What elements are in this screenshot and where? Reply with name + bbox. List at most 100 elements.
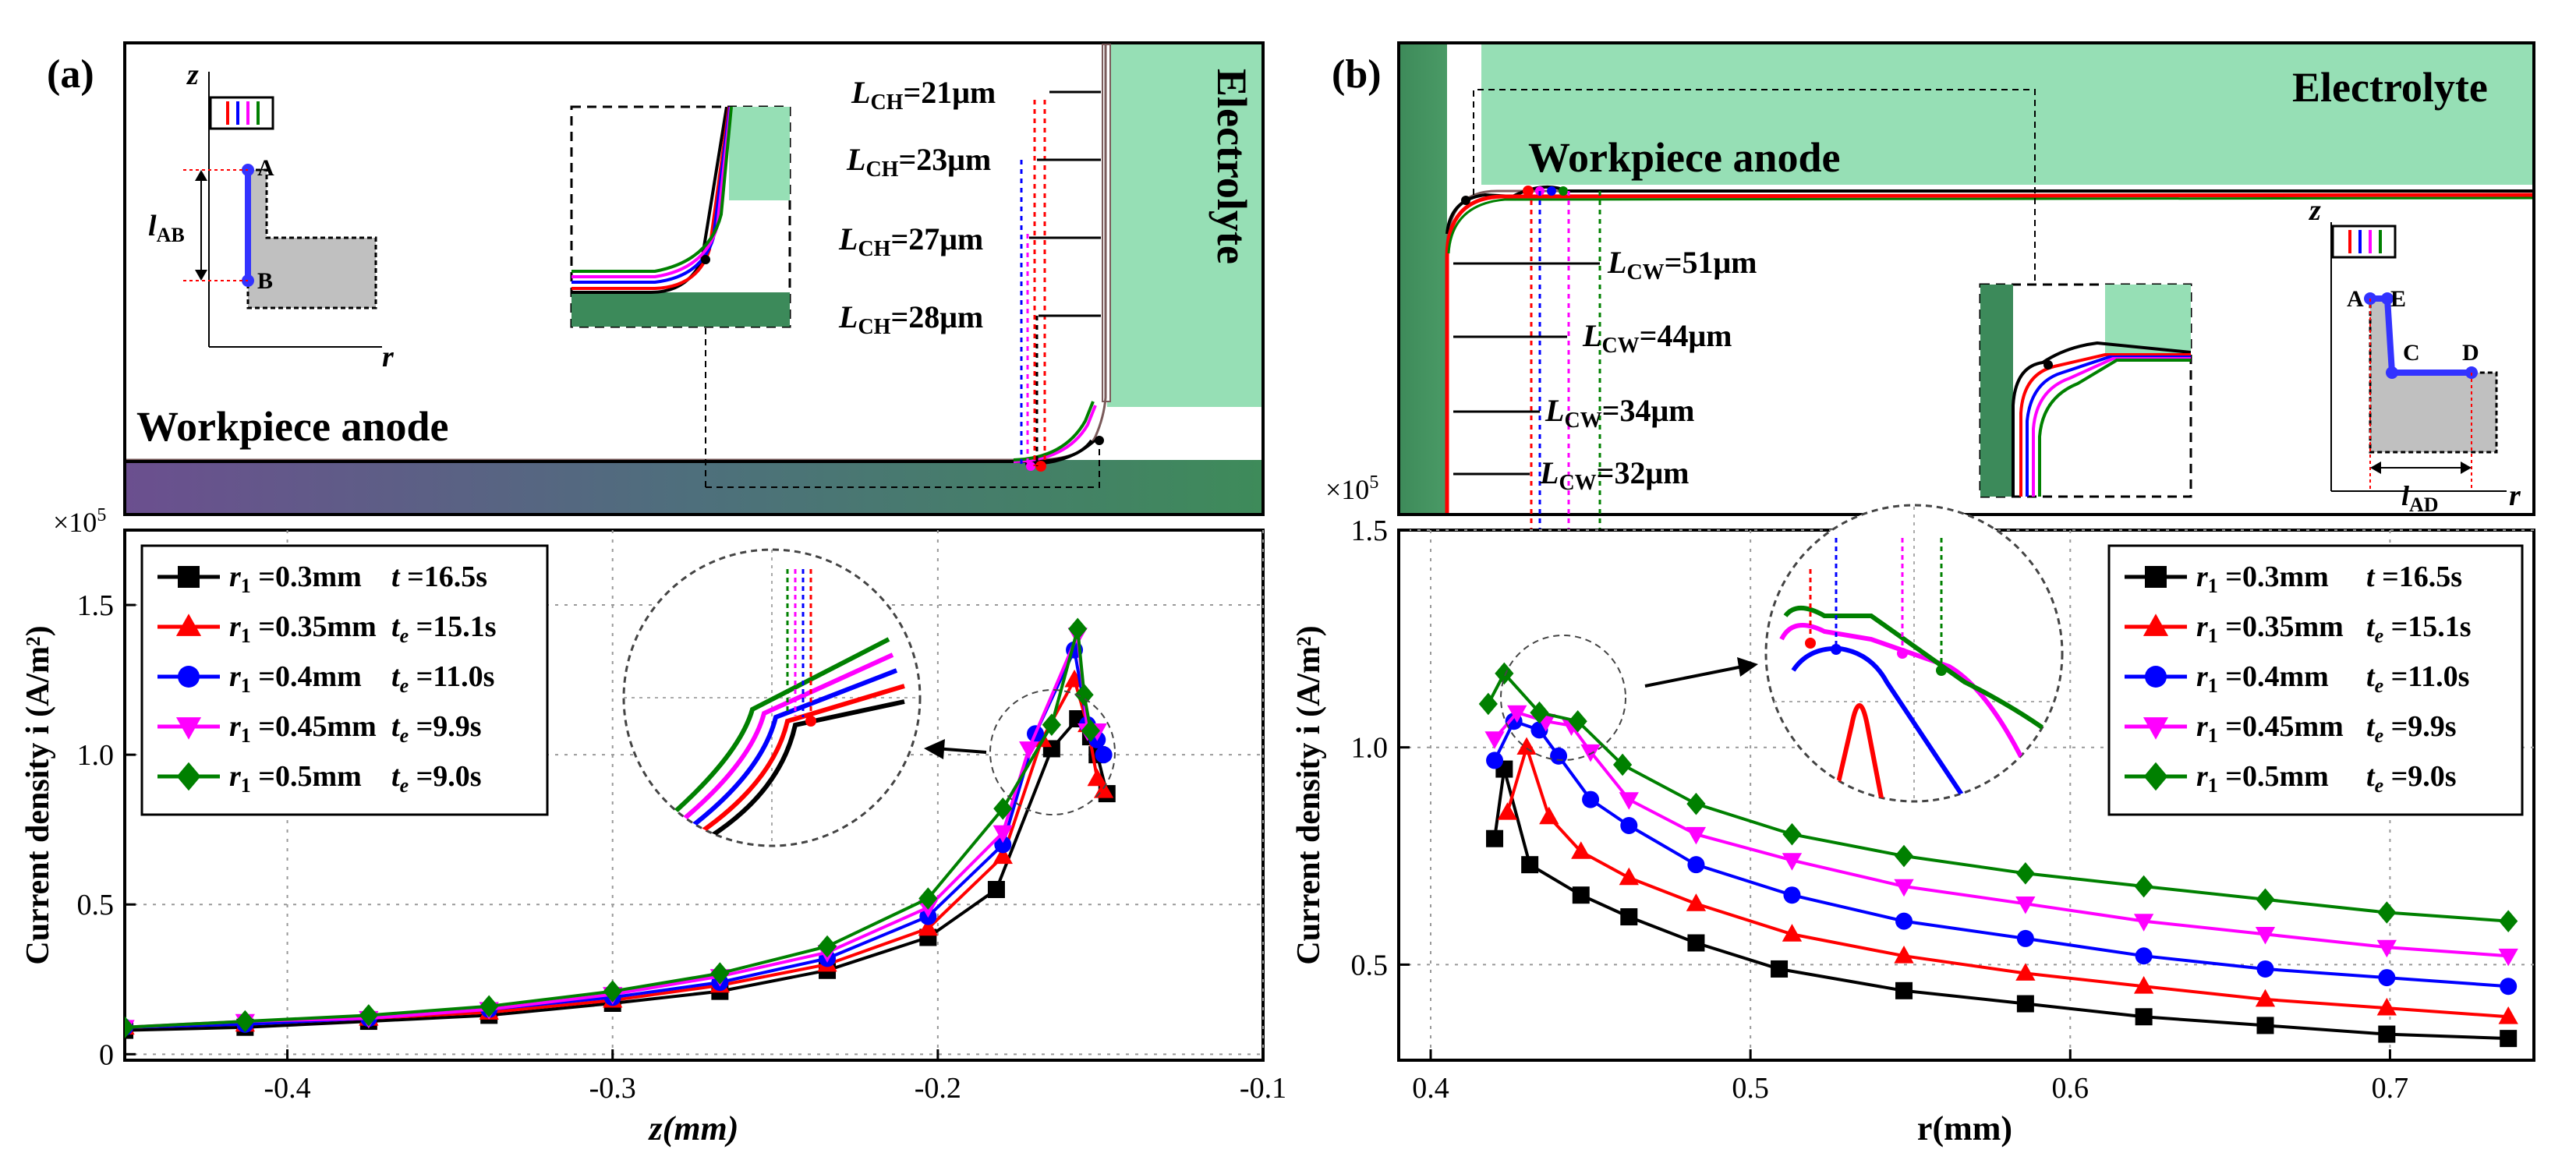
- panel-a-dim-4: LCH=28μm: [838, 299, 983, 339]
- plot-b-data-point: [1530, 701, 1549, 724]
- panel-b-geometry: [1397, 41, 2535, 530]
- plot-b-legend-label: r1 =0.45mm: [2196, 710, 2344, 747]
- plot-a-data-point: [1081, 720, 1101, 742]
- plot-b-ytick-label: 1.5: [1351, 515, 1389, 547]
- plot-b-legend-time: te =11.0s: [2366, 660, 2469, 697]
- plot-a-ytick-label: 1.5: [77, 589, 115, 622]
- plot-b-data-point: [2135, 1008, 2153, 1026]
- panel-b-inset-axis-z: z: [2308, 194, 2321, 227]
- panel-b-inset-point-a: A: [2347, 286, 2364, 312]
- plot-a-data-point: [1074, 683, 1094, 706]
- plot-b-data-point: [1539, 806, 1559, 825]
- panel-b-dim-4: LCW=32μm: [1539, 455, 1689, 495]
- plot-a-data-point: [710, 962, 730, 985]
- plot-a-legend-label: r1 =0.5mm: [229, 760, 362, 797]
- plot-b-data-point: [1497, 802, 1518, 820]
- plot-a-data-point: [1042, 713, 1061, 737]
- plot-b-data-point: [1686, 826, 1707, 845]
- plot-b-data-point: [2376, 939, 2397, 958]
- plot-b-xtick-label: 0.5: [1732, 1072, 1769, 1105]
- panel-a-label: (a): [47, 52, 94, 97]
- plot-a-data-point: [987, 881, 1005, 899]
- plot-b-data-point: [1782, 822, 1802, 846]
- plot-b-data-point: [2255, 927, 2276, 945]
- plot-b-data-point: [1687, 934, 1705, 952]
- plot-a-data-point: [918, 887, 938, 910]
- plot-b-data-point: [1516, 737, 1537, 755]
- panel-a-dimensions: [1020, 90, 1101, 466]
- plot-b-data-point: [1687, 856, 1705, 874]
- plot-a-data-point: [817, 935, 837, 958]
- plot-b-data-point: [2135, 947, 2153, 965]
- plot-b-xtick-label: 0.4: [1412, 1072, 1449, 1105]
- plot-b-legend-time: te =9.0s: [2366, 760, 2457, 797]
- plot-a-data-point: [993, 846, 1013, 865]
- plot-b-data-point: [1612, 753, 1633, 776]
- plot-b-data-point: [1571, 841, 1591, 859]
- panel-a-inset-length: lAB: [148, 210, 185, 246]
- plot-b-legend-time: te =15.1s: [2366, 610, 2472, 647]
- plot-b-data-point: [2134, 875, 2153, 898]
- panel-a-dim-3: LCH=27μm: [838, 221, 983, 261]
- plot-a-data-point: [994, 836, 1012, 854]
- plot-b-data-point: [2015, 963, 2036, 981]
- plot-a-legend-time: te =15.1s: [391, 610, 497, 647]
- plot-a-legend-time: t =16.5s: [391, 561, 487, 593]
- plot-a-data-point: [125, 1016, 135, 1039]
- plot-a-data-point: [1095, 746, 1113, 764]
- panel-a-inset-point-a: A: [257, 155, 274, 181]
- plot-a-legend-label: r1 =0.35mm: [229, 610, 377, 647]
- plot-a-xtick-label: -0.2: [915, 1072, 961, 1105]
- plot-a-legend-box: [140, 544, 549, 816]
- plot-b-data-point: [1894, 844, 1914, 868]
- plot-b-data-point: [2016, 995, 2034, 1013]
- plot-b-ticks: 0.4 0.5 0.6 0.7 0.5 1.0 1.5: [1351, 515, 2409, 1105]
- panel-b-workpiece-label: Workpiece anode: [1528, 134, 1841, 181]
- plot-b-data-point: [1894, 879, 1914, 897]
- plot-b-data-point: [1582, 790, 1600, 808]
- panel-b-label: (b): [1332, 52, 1382, 97]
- plot-b-data-point: [2500, 978, 2518, 996]
- panel-a-dim-1: LCH=21μm: [851, 75, 996, 115]
- plot-b-data-point: [2255, 988, 2276, 1007]
- plot-b-data-point: [1686, 893, 1707, 911]
- plot-b-legend-time: t =16.5s: [2366, 561, 2462, 593]
- plot-b-data-point: [1686, 792, 1706, 815]
- plot-b-legend-marker: [2143, 762, 2168, 791]
- plot-b-data-point: [2256, 1017, 2274, 1034]
- plot-a-data-point: [1019, 741, 1039, 759]
- plot-a-data-point: [359, 1004, 378, 1027]
- plot-b-data-point: [1620, 908, 1638, 926]
- panel-a-schematic: [183, 72, 382, 348]
- panel-b-electrolyte-label: Electrolyte: [2292, 64, 2488, 111]
- plot-b-xtick-label: 0.7: [2372, 1072, 2409, 1105]
- plot-b-ytick-label: 0.5: [1351, 949, 1389, 981]
- plot-b-exponent: ×105: [1325, 472, 1378, 505]
- plot-a-ticks: -0.4 -0.3 -0.2 -0.1 0 0.5 1.0 1.5: [77, 589, 1287, 1105]
- plot-a-ylabel: Current density i (A/m²): [20, 625, 56, 964]
- plot-b-ylabel: Current density i (A/m²): [1291, 625, 1327, 964]
- panel-b-schematic: [2330, 222, 2507, 492]
- panel-b-inset-length: lAD: [2401, 480, 2439, 516]
- panel-b-inset-point-e: E: [2390, 286, 2406, 312]
- plot-b-xlabel: r(mm): [1917, 1109, 2012, 1148]
- panel-b-inset-point-d: D: [2462, 340, 2479, 366]
- panel-a-workpiece-label: Workpiece anode: [136, 403, 449, 450]
- plot-b-data-point: [2256, 888, 2275, 911]
- plot-b-data-point: [2376, 997, 2397, 1016]
- plot-b-data-point: [1568, 709, 1587, 733]
- plot-b-data-point: [1619, 867, 1639, 886]
- plot-b-data-point: [2499, 910, 2518, 932]
- plot-b-ytick-label: 1.0: [1351, 732, 1389, 765]
- plot-b-data-point: [2133, 976, 2154, 994]
- plot-a-data-point: [235, 1010, 255, 1033]
- plot-b-data-point: [1894, 946, 1914, 964]
- plot-a-legend-time: te =9.9s: [391, 710, 482, 747]
- plot-a-ytick-label: 0.5: [77, 889, 115, 921]
- plot-b-data-point: [2378, 969, 2396, 987]
- plot-b-data-point: [1782, 853, 1803, 871]
- plot-b-legend-time: te =9.9s: [2366, 710, 2457, 747]
- plot-b-series: [1478, 662, 2518, 1048]
- plot-b-legend-label: r1 =0.3mm: [2196, 561, 2329, 597]
